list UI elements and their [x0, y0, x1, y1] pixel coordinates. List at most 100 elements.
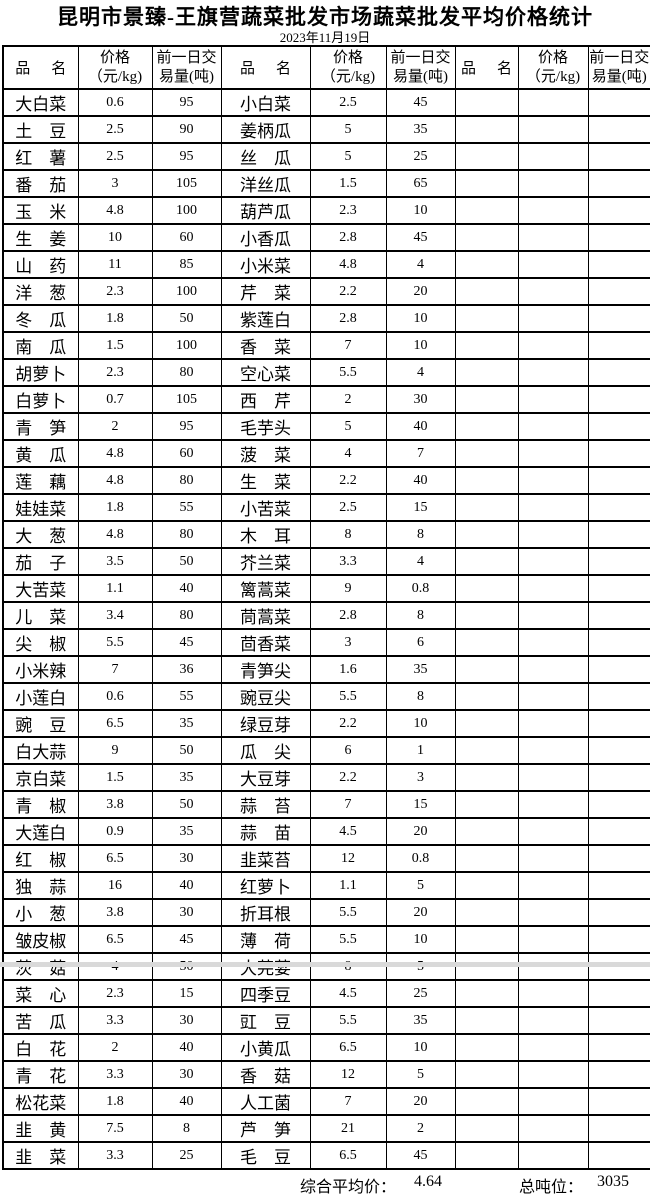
product-name-text: 菜心 — [15, 986, 67, 1005]
volume-cell: 30 — [151, 1006, 222, 1035]
volume-cell: 35 — [151, 763, 222, 792]
volume-cell: 50 — [151, 304, 222, 333]
volume-cell: 95 — [151, 142, 222, 171]
price-cell — [517, 88, 589, 117]
report-date: 2023年11月19日 — [279, 30, 371, 45]
product-name-text: 土豆 — [15, 122, 67, 141]
volume-cell: 105 — [151, 385, 222, 414]
header-product-name-3: 品名 — [454, 45, 519, 90]
table-row: 儿菜 3.4 80 茼蒿菜 2.8 8 — [2, 601, 650, 630]
price-cell: 2 — [309, 385, 387, 414]
price-cell — [517, 304, 589, 333]
price-cell — [517, 1006, 589, 1035]
table-row: 番茄 3 105 洋丝瓜 1.5 65 — [2, 169, 650, 198]
table-row: 洋葱 2.3 100 芹菜 2.2 20 — [2, 277, 650, 306]
product-name-cell: 薄荷 — [220, 925, 311, 954]
header-volume-1: 前一日交易量(吨) — [151, 45, 222, 90]
price-cell: 10 — [77, 223, 153, 252]
volume-cell: 5 — [385, 871, 456, 900]
product-name-cell: 芹菜 — [220, 277, 311, 306]
product-name-cell — [454, 196, 519, 225]
product-name-cell — [454, 331, 519, 360]
product-name-cell: 大豆芽 — [220, 763, 311, 792]
product-name-cell: 土豆 — [2, 115, 79, 144]
product-name-cell — [454, 169, 519, 198]
product-name-cell: 独蒜 — [2, 871, 79, 900]
table-header: 品名 价格（元/kg) 前一日交易量(吨) 品名 价格（元/kg) 前一日交易量… — [2, 45, 650, 90]
table-row: 玉米 4.8 100 葫芦瓜 2.3 10 — [2, 196, 650, 225]
volume-cell — [587, 547, 650, 576]
product-name-cell — [454, 493, 519, 522]
product-name-cell: 茄子 — [2, 547, 79, 576]
price-cell — [517, 250, 589, 279]
price-cell: 4.8 — [77, 520, 153, 549]
product-name-cell — [454, 979, 519, 1008]
volume-cell: 40 — [385, 412, 456, 441]
price-cell: 5.5 — [309, 682, 387, 711]
price-cell — [517, 169, 589, 198]
product-name-text: 薄荷 — [240, 932, 291, 951]
price-cell: 7 — [77, 655, 153, 684]
volume-cell — [587, 304, 650, 333]
price-cell — [517, 385, 589, 414]
price-cell: 2.2 — [309, 277, 387, 306]
product-name-text: 韭菜 — [15, 1148, 67, 1167]
price-cell: 7.5 — [77, 1114, 153, 1143]
price-cell: 9 — [77, 736, 153, 765]
volume-cell — [587, 628, 650, 657]
price-cell: 3.5 — [77, 547, 153, 576]
price-cell: 0.9 — [77, 817, 153, 846]
product-name-cell: 茴香菜 — [220, 628, 311, 657]
volume-cell — [587, 790, 650, 819]
product-name-cell — [454, 358, 519, 387]
volume-cell — [587, 979, 650, 1008]
volume-cell: 3 — [385, 763, 456, 792]
product-name-text: 青笋尖 — [240, 662, 291, 681]
price-cell: 2.3 — [309, 196, 387, 225]
volume-cell: 45 — [385, 1141, 456, 1170]
product-name-cell: 黄瓜 — [2, 439, 79, 468]
price-cell: 21 — [309, 1114, 387, 1143]
volume-cell — [587, 682, 650, 711]
product-name-text: 娃娃菜 — [15, 500, 67, 519]
product-name-text: 胡萝卜 — [15, 365, 67, 384]
price-cell: 3 — [77, 169, 153, 198]
price-cell: 16 — [77, 871, 153, 900]
product-name-text: 折耳根 — [240, 905, 291, 924]
volume-cell — [587, 115, 650, 144]
product-name-cell: 大葱 — [2, 520, 79, 549]
price-cell: 1.5 — [77, 763, 153, 792]
price-cell: 1.1 — [77, 574, 153, 603]
product-name-cell: 蒜苔 — [220, 790, 311, 819]
product-name-text: 大豆芽 — [240, 770, 291, 789]
price-cell: 9 — [309, 574, 387, 603]
volume-cell: 55 — [151, 682, 222, 711]
volume-cell: 35 — [151, 817, 222, 846]
product-name-cell: 生姜 — [2, 223, 79, 252]
price-cell: 1.8 — [77, 1087, 153, 1116]
product-name-cell — [454, 1141, 519, 1170]
product-name-text: 小米辣 — [15, 662, 67, 681]
table-row: 小葱 3.8 30 折耳根 5.5 20 — [2, 898, 650, 927]
product-name-cell — [454, 88, 519, 117]
table-row: 大葱 4.8 80 木耳 8 8 — [2, 520, 650, 549]
volume-cell: 100 — [151, 331, 222, 360]
product-name-cell — [454, 142, 519, 171]
volume-cell: 4 — [385, 358, 456, 387]
product-name-text: 姜柄瓜 — [240, 122, 291, 141]
product-name-text: 黄瓜 — [15, 446, 67, 465]
volume-cell: 30 — [151, 1060, 222, 1089]
volume-cell: 10 — [385, 331, 456, 360]
product-name-cell: 洋丝瓜 — [220, 169, 311, 198]
product-name-cell — [454, 601, 519, 630]
price-cell: 0.6 — [77, 88, 153, 117]
table-row: 红薯 2.5 95 丝瓜 5 25 — [2, 142, 650, 171]
volume-cell: 65 — [385, 169, 456, 198]
price-cell: 3.8 — [77, 898, 153, 927]
product-name-text: 小香瓜 — [240, 230, 291, 249]
header-price-2: 价格（元/kg) — [309, 45, 387, 90]
total-tonnage-label: 总吨位： — [519, 1179, 584, 1196]
table-row: 菜心 2.3 15 四季豆 4.5 25 — [2, 979, 650, 1008]
product-name-cell: 儿菜 — [2, 601, 79, 630]
price-cell: 4.8 — [77, 196, 153, 225]
